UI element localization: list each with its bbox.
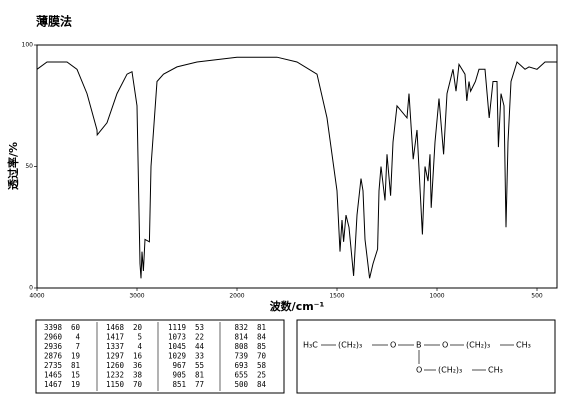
transmittance-cell: 20 [133, 323, 143, 332]
x-tick-label: 500 [531, 293, 543, 300]
wavenumber-cell: 905 [172, 371, 186, 380]
transmittance-cell: 33 [195, 352, 204, 361]
wavenumber-cell: 1297 [106, 352, 124, 361]
wavenumber-cell: 1119 [168, 323, 186, 332]
x-axis-label: 波数/cm⁻¹ [270, 299, 325, 313]
transmittance-cell: 81 [195, 371, 204, 380]
wavenumber-cell: 2735 [44, 361, 62, 370]
transmittance-cell: 25 [257, 371, 266, 380]
transmittance-cell: 70 [257, 352, 267, 361]
transmittance-cell: 44 [195, 342, 205, 351]
wavenumber-cell: 2936 [44, 342, 63, 351]
plot-frame [36, 44, 558, 289]
transmittance-cell: 81 [257, 323, 266, 332]
atom-label: O [390, 341, 396, 350]
wavenumber-cell: 3398 [44, 323, 63, 332]
wavenumber-cell: 1465 [44, 371, 62, 380]
wavenumber-cell: 1468 [106, 323, 125, 332]
wavenumber-cell: 500 [234, 380, 248, 389]
x-tick-label: 3000 [129, 293, 144, 300]
x-tick-label: 1500 [329, 293, 344, 300]
y-axis-label: 透过率/% [6, 142, 20, 190]
wavenumber-cell: 967 [172, 361, 186, 370]
y-tick-label: 50 [25, 163, 33, 170]
transmittance-cell: 38 [133, 371, 143, 380]
transmittance-cell: 5 [137, 333, 142, 342]
spectrum-line [36, 56, 557, 279]
x-tick-label: 4000 [29, 293, 44, 300]
atom-label: (CH₂)₃ [438, 366, 462, 375]
structure: H₃C (CH₂)₃ O B O (CH₂)₃ CH₃ O (CH₂)₃ CH₃ [303, 341, 531, 375]
wavenumber-cell: 693 [234, 361, 248, 370]
transmittance-cell: 22 [195, 333, 204, 342]
transmittance-cell: 84 [257, 380, 267, 389]
transmittance-cell: 4 [137, 342, 142, 351]
x-tick-label: 2000 [229, 293, 244, 300]
atom-label: B [416, 341, 422, 350]
transmittance-cell: 4 [75, 333, 80, 342]
atom-label: CH₃ [488, 366, 503, 375]
wavenumber-cell: 1073 [168, 333, 186, 342]
transmittance-cell: 77 [195, 380, 204, 389]
wavenumber-cell: 2876 [44, 352, 63, 361]
wavenumber-cell: 1232 [106, 371, 124, 380]
transmittance-cell: 60 [71, 323, 81, 332]
transmittance-cell: 55 [195, 361, 204, 370]
table-frame [35, 319, 285, 394]
chart-title: 薄膜法 [36, 14, 72, 29]
atom-label: O [442, 341, 448, 350]
wavenumber-cell: 655 [234, 371, 248, 380]
wavenumber-cell: 1417 [106, 333, 124, 342]
wavenumber-cell: 832 [234, 323, 248, 332]
wavenumber-cell: 814 [234, 333, 248, 342]
wavenumber-cell: 851 [172, 380, 186, 389]
transmittance-cell: 7 [75, 342, 80, 351]
transmittance-cell: 70 [133, 380, 143, 389]
y-tick-label: 0 [29, 285, 33, 292]
wavenumber-cell: 1337 [106, 342, 124, 351]
wavenumber-cell: 1467 [44, 380, 62, 389]
wavenumber-cell: 1260 [106, 361, 125, 370]
transmittance-cell: 19 [71, 352, 80, 361]
transmittance-cell: 15 [71, 371, 80, 380]
wavenumber-cell: 808 [234, 342, 248, 351]
wavenumber-cell: 2960 [44, 333, 63, 342]
wavenumber-cell: 1029 [168, 352, 186, 361]
y-tick-label: 100 [22, 42, 34, 49]
atom-label: H₃C [303, 341, 318, 350]
transmittance-cell: 81 [71, 361, 80, 370]
wavenumber-cell: 1150 [106, 380, 125, 389]
transmittance-cell: 16 [133, 352, 143, 361]
transmittance-cell: 85 [257, 342, 266, 351]
wavenumber-cell: 1045 [168, 342, 186, 351]
transmittance-cell: 84 [257, 333, 267, 342]
transmittance-cell: 19 [71, 380, 80, 389]
atom-label: O [416, 366, 422, 375]
wavenumber-cell: 739 [234, 352, 248, 361]
atom-label: CH₃ [516, 341, 531, 350]
transmittance-cell: 58 [257, 361, 267, 370]
atom-label: (CH₂)₃ [466, 341, 490, 350]
structure-frame [296, 319, 556, 394]
atom-label: (CH₂)₃ [338, 341, 362, 350]
transmittance-cell: 36 [133, 361, 143, 370]
transmittance-cell: 53 [195, 323, 204, 332]
x-tick-label: 1000 [429, 293, 444, 300]
